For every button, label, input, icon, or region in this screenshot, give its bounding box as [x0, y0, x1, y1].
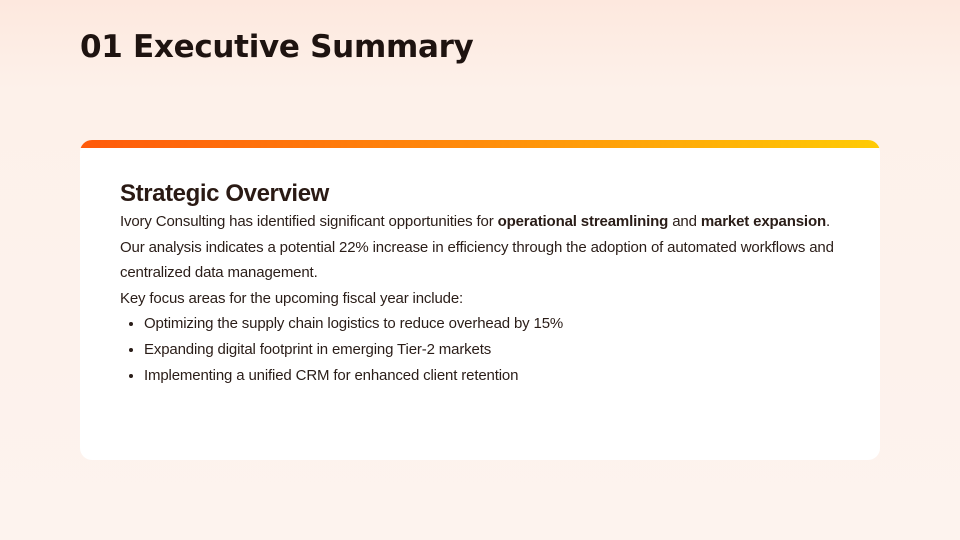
overview-paragraph: Ivory Consulting has identified signific…	[120, 209, 840, 286]
paragraph-text: Ivory Consulting has identified signific…	[120, 213, 498, 230]
summary-card: Strategic Overview Ivory Consulting has …	[80, 140, 880, 460]
focus-list: Optimizing the supply chain logistics to…	[120, 311, 840, 388]
card-heading: Strategic Overview	[120, 180, 329, 207]
card-body: Strategic Overview Ivory Consulting has …	[120, 179, 840, 388]
slide-title: 01 Executive Summary	[80, 29, 474, 65]
focus-intro: Key focus areas for the upcoming fiscal …	[120, 289, 464, 307]
paragraph-text: . Our analysis indicates a potential 22%…	[120, 213, 834, 282]
highlight-operational-streamlining: operational streamlining	[497, 213, 669, 230]
focus-item: Optimizing the supply chain logistics to…	[144, 311, 840, 337]
accent-gradient-bar	[80, 140, 880, 148]
focus-item: Expanding digital footprint in emerging …	[144, 337, 840, 363]
highlight-market-expansion: market expansion	[700, 213, 826, 230]
focus-item: Implementing a unified CRM for enhanced …	[144, 363, 840, 389]
paragraph-text: and	[668, 213, 701, 230]
